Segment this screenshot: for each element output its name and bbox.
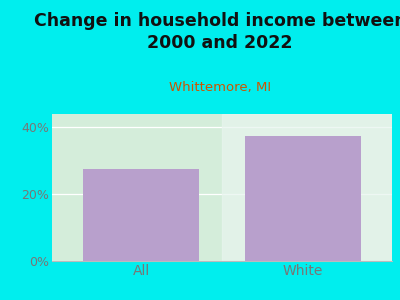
Text: Whittemore, MI: Whittemore, MI <box>169 81 271 94</box>
Text: Change in household income between
2000 and 2022: Change in household income between 2000 … <box>34 12 400 52</box>
Bar <box>222 114 400 261</box>
Bar <box>245 136 361 261</box>
Bar <box>83 169 199 261</box>
